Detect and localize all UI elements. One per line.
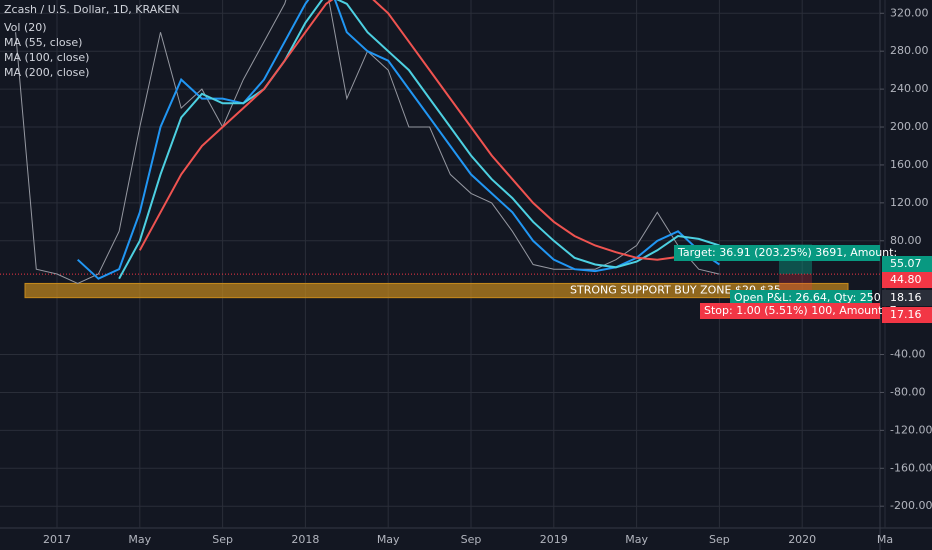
y-tick-label: 80.00 bbox=[890, 234, 922, 247]
series-line bbox=[77, 0, 720, 280]
y-tick-label: 200.00 bbox=[890, 120, 929, 133]
legend-entry: MA (200, close) bbox=[4, 66, 89, 79]
position-label: Stop: 1.00 (5.51%) 100, Amount: 7 bbox=[704, 304, 897, 317]
y-tick-label: -120.00 bbox=[890, 423, 932, 436]
legend-entry: MA (55, close) bbox=[4, 36, 82, 49]
grid bbox=[0, 0, 886, 528]
y-tick-label: 320.00 bbox=[890, 6, 929, 19]
x-tick-label: 2017 bbox=[43, 533, 71, 546]
y-tick-label: -200.00 bbox=[890, 499, 932, 512]
volume-label: Vol (20) bbox=[4, 21, 47, 34]
x-tick-label: Sep bbox=[212, 533, 233, 546]
x-tick-label: Sep bbox=[461, 533, 482, 546]
y-tick-label: -40.00 bbox=[890, 348, 925, 361]
position-label-bg bbox=[730, 290, 872, 306]
x-tick-label: 2018 bbox=[291, 533, 319, 546]
y-tick-label: -160.00 bbox=[890, 461, 932, 474]
x-tick-label: May bbox=[128, 533, 151, 546]
legend: Zcash / U.S. Dollar, 1D, KRAKEN Vol (20)… bbox=[4, 3, 180, 79]
x-tick-label: 2019 bbox=[540, 533, 568, 546]
series-line bbox=[138, 0, 720, 261]
legend-entry: MA (100, close) bbox=[4, 51, 89, 64]
y-tick-label: 160.00 bbox=[890, 158, 929, 171]
position-label: Open P&L: 26.64, Qty: 250 bbox=[734, 291, 881, 304]
price-badge bbox=[882, 272, 932, 288]
price-badge bbox=[882, 290, 932, 306]
series-line bbox=[118, 0, 720, 280]
position-label-bg bbox=[700, 303, 880, 319]
y-tick-label: 280.00 bbox=[890, 44, 929, 57]
axes: 320.00 280.00 240.00 200.00 160.00 120.00 80.0… bbox=[43, 6, 932, 546]
price-badge-label: 44.80 bbox=[890, 273, 922, 286]
price-badge-label: 55.07 bbox=[890, 257, 922, 270]
y-tick-label: 240.00 bbox=[890, 82, 929, 95]
position-label-bg bbox=[674, 245, 880, 261]
x-tick-label: May bbox=[625, 533, 648, 546]
price-badge bbox=[882, 256, 932, 272]
y-tick-label: -80.00 bbox=[890, 385, 925, 398]
zone-label: STRONG SUPPORT BUY ZONE $20-$35 bbox=[570, 284, 781, 297]
x-tick-label: Ma bbox=[877, 533, 893, 546]
price-badge-label: 18.16 bbox=[890, 291, 922, 304]
x-tick-label: 2020 bbox=[788, 533, 816, 546]
price-badge bbox=[882, 307, 932, 323]
price-badge-label: 17.16 bbox=[890, 308, 922, 321]
x-tick-label: Sep bbox=[709, 533, 730, 546]
chart-title: Zcash / U.S. Dollar, 1D, KRAKEN bbox=[4, 3, 180, 16]
position-label: Target: 36.91 (203.25%) 3691, Amount: bbox=[677, 246, 897, 259]
x-tick-label: May bbox=[377, 533, 400, 546]
y-tick-label: 120.00 bbox=[890, 196, 929, 209]
